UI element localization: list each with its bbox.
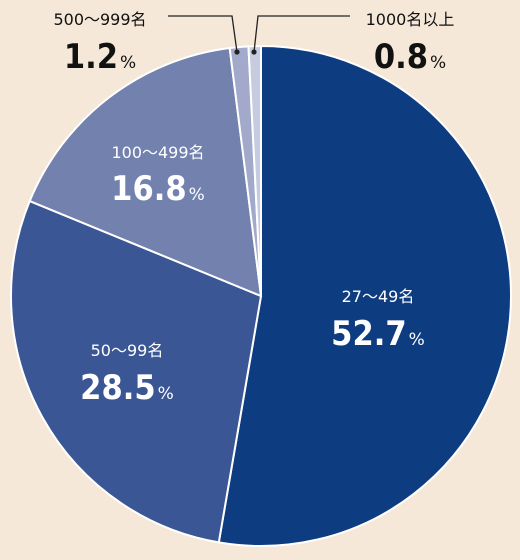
callout-line-5	[253, 15, 350, 53]
callout-dot-4	[234, 49, 240, 55]
slice-label-2: 50〜99名	[91, 341, 164, 360]
slice-label-4: 500〜999名	[53, 10, 146, 29]
pie-slice-1	[217, 45, 512, 547]
slice-value-3: 16.8%	[111, 169, 205, 209]
slice-value-2: 28.5%	[80, 368, 174, 408]
pie-slice-2	[10, 200, 262, 544]
slice-label-5: 1000名以上	[366, 10, 455, 29]
callout-line-4	[168, 15, 238, 53]
slice-label-1: 27〜49名	[342, 287, 415, 306]
callout-dot-5	[251, 49, 257, 55]
pie-slice-3	[28, 46, 262, 297]
slice-value-1: 52.7%	[331, 314, 425, 354]
slice-value-4: 1.2%	[64, 37, 136, 77]
slice-value-5: 0.8%	[374, 37, 446, 77]
slice-label-3: 100〜499名	[111, 143, 204, 162]
